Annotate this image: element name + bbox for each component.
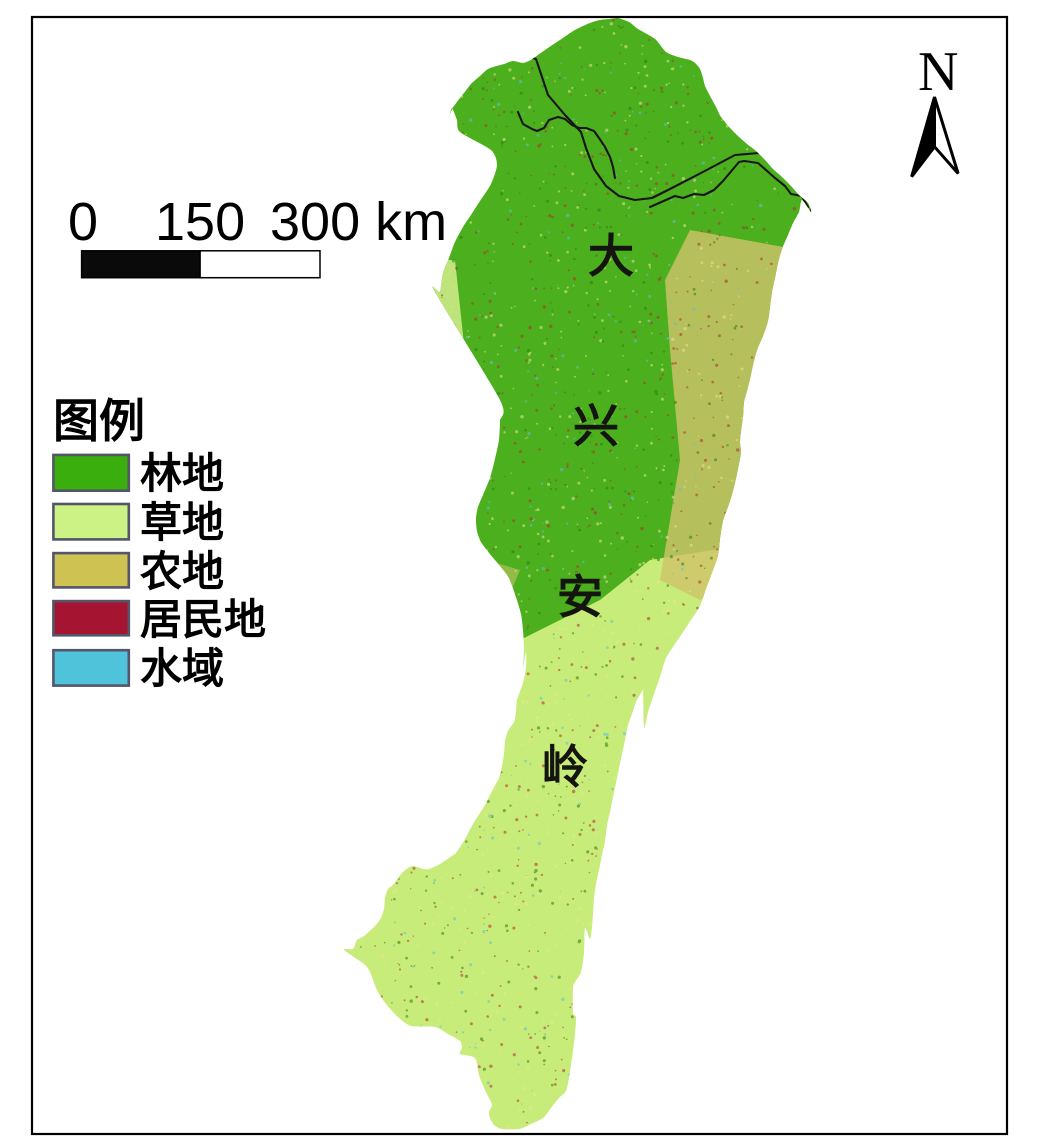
svg-text:图例: 图例 (53, 395, 145, 447)
svg-text:草地: 草地 (140, 499, 224, 546)
svg-text:150: 150 (155, 192, 245, 252)
svg-text:安: 安 (557, 572, 603, 623)
svg-text:0: 0 (68, 192, 98, 252)
svg-text:水域: 水域 (140, 645, 224, 692)
svg-text:居民地: 居民地 (140, 596, 266, 643)
svg-text:300 km: 300 km (270, 192, 447, 252)
svg-text:林地: 林地 (140, 450, 224, 497)
svg-text:兴: 兴 (573, 401, 619, 452)
svg-text:农地: 农地 (140, 548, 224, 595)
svg-text:岭: 岭 (542, 742, 588, 793)
svg-text:大: 大 (588, 231, 634, 282)
svg-text:N: N (918, 41, 958, 103)
